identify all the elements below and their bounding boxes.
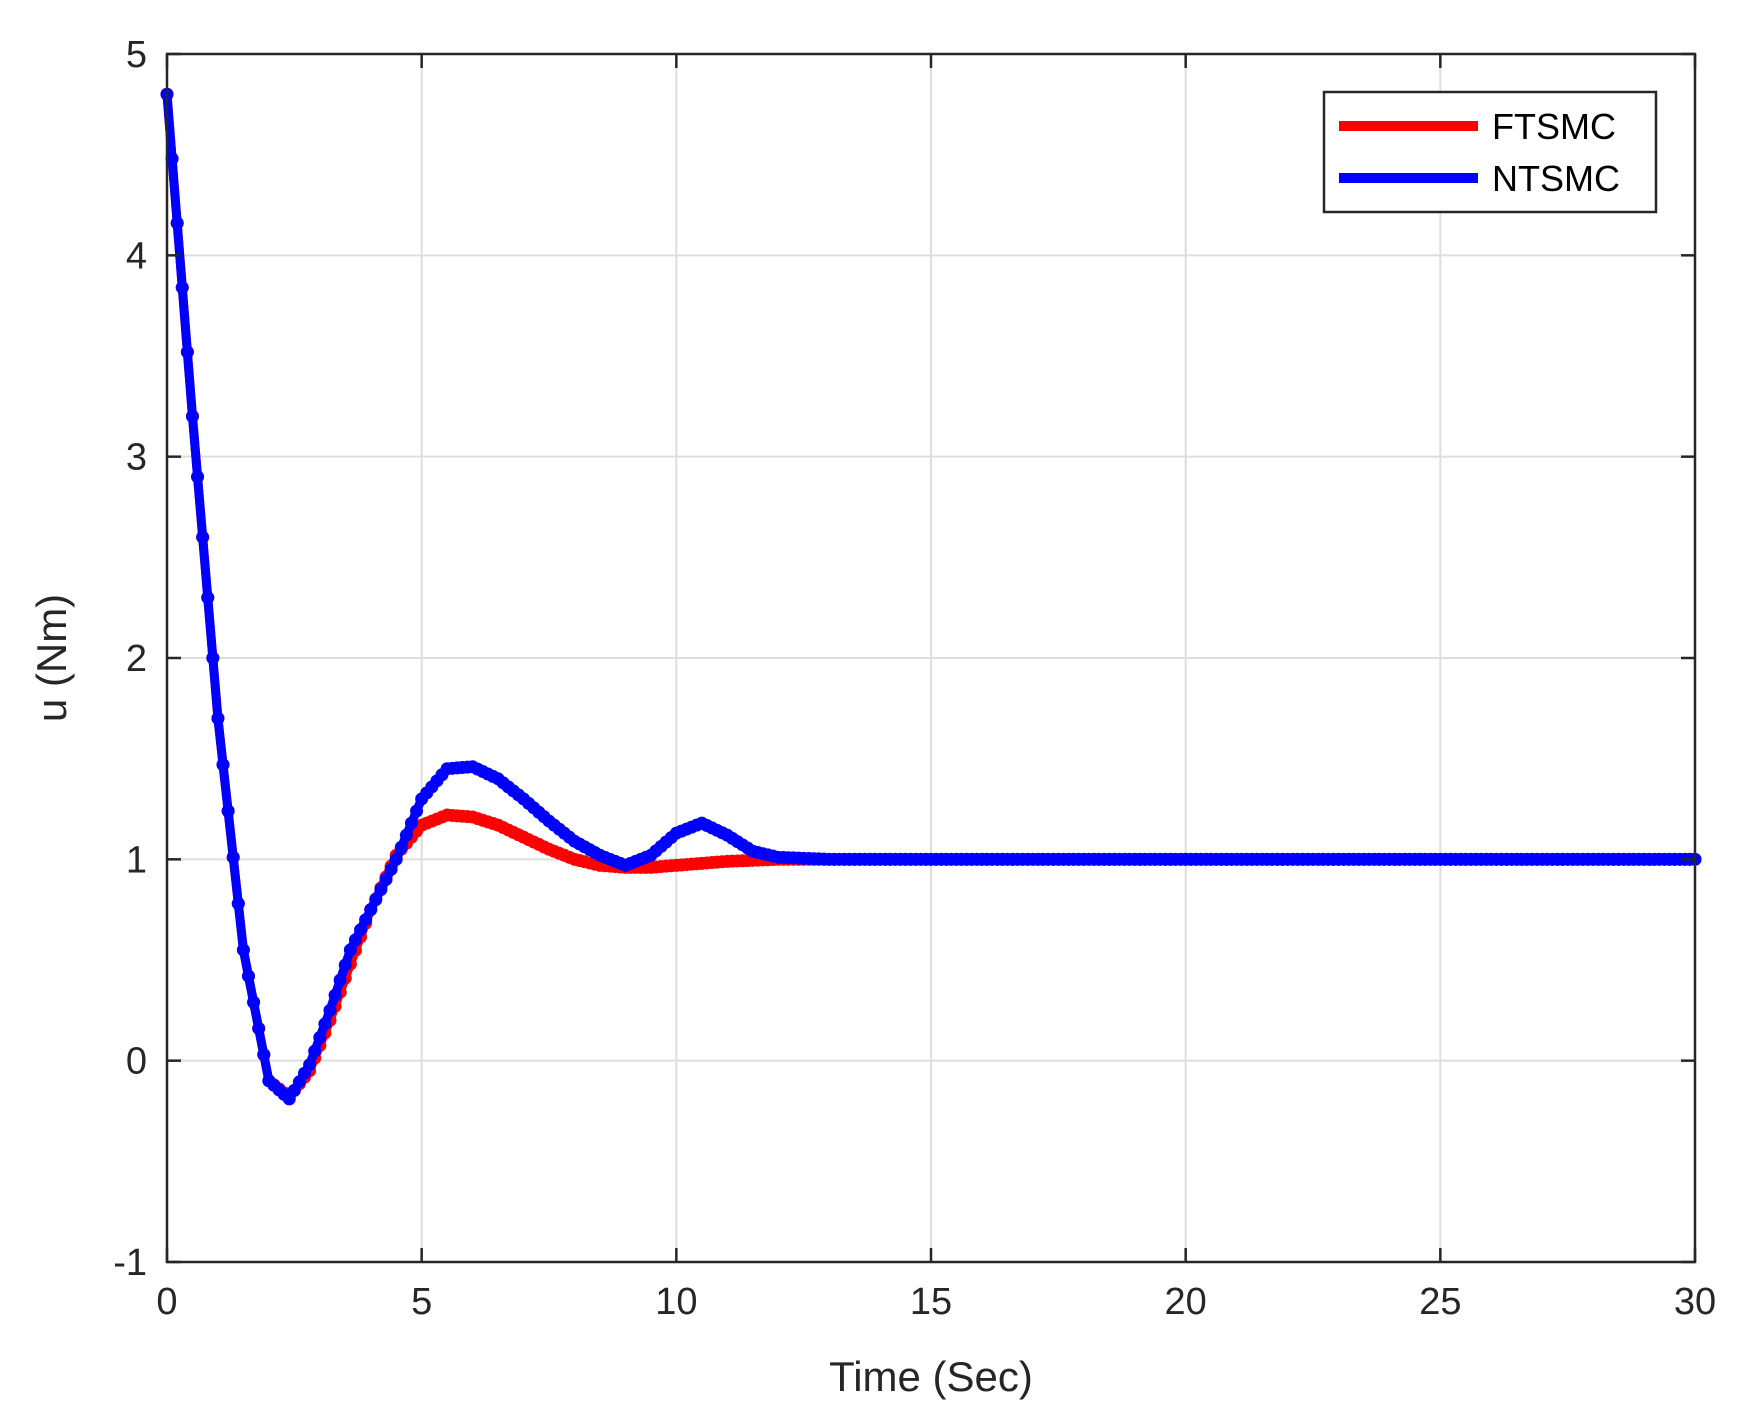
series-layer (160, 87, 1702, 1106)
x-tick-label: 10 (655, 1281, 697, 1323)
data-point-ntsmc (221, 804, 235, 818)
x-axis-title: Time (Sec) (829, 1353, 1033, 1400)
data-point-ntsmc (369, 893, 383, 907)
data-point-ntsmc (257, 1048, 271, 1062)
x-tick-label: 15 (910, 1281, 952, 1323)
x-tick-label: 30 (1674, 1281, 1716, 1323)
data-point-ntsmc (201, 591, 215, 605)
data-point-ntsmc (180, 345, 194, 359)
y-tick-label: 5 (126, 34, 147, 76)
data-point-ntsmc (384, 862, 398, 876)
y-tick-label: 0 (126, 1041, 147, 1083)
y-tick-label: 1 (126, 839, 147, 881)
data-point-ntsmc (175, 281, 189, 295)
data-point-ntsmc (348, 933, 362, 947)
data-point-ntsmc (364, 903, 378, 917)
data-point-ntsmc (236, 943, 250, 957)
data-point-ntsmc (374, 883, 388, 897)
x-tick-label: 0 (156, 1281, 177, 1323)
data-point-ntsmc (211, 711, 225, 725)
data-point-ntsmc (303, 1058, 317, 1072)
data-point-ntsmc (165, 152, 179, 166)
data-point-ntsmc (354, 923, 368, 937)
data-point-ntsmc (313, 1031, 327, 1045)
data-point-ntsmc (359, 913, 373, 927)
data-point-ntsmc (323, 1003, 337, 1017)
legend: FTSMC NTSMC (1322, 90, 1658, 214)
x-tick-label: 5 (411, 1281, 432, 1323)
x-tick-label: 20 (1165, 1281, 1207, 1323)
y-axis-title: u (Nm) (28, 594, 75, 722)
data-point-ntsmc (247, 995, 261, 1009)
data-point-ntsmc (318, 1017, 332, 1031)
y-tick-label: 3 (126, 437, 147, 479)
legend-box (1322, 90, 1658, 214)
data-point-ntsmc (308, 1044, 322, 1058)
data-point-ntsmc (404, 816, 418, 830)
data-point-ntsmc (394, 840, 408, 854)
y-tick-label: 4 (126, 235, 147, 277)
data-point-ntsmc (191, 470, 205, 484)
data-point-ntsmc (252, 1021, 266, 1035)
data-point-ntsmc (343, 943, 357, 957)
y-tick-label: 2 (126, 638, 147, 680)
data-point-ntsmc (206, 651, 220, 665)
data-point-ntsmc (328, 988, 342, 1002)
data-point-ntsmc (338, 958, 352, 972)
tick-marks (165, 52, 1697, 1264)
data-point-ntsmc (231, 897, 245, 911)
series-markers-ntsmc (160, 87, 1702, 1106)
data-point-ntsmc (399, 828, 413, 842)
data-point-ntsmc (241, 969, 255, 983)
data-point-ntsmc (389, 852, 403, 866)
data-point-ntsmc (226, 850, 240, 864)
data-point-ntsmc (196, 530, 210, 544)
data-point-ntsmc (410, 804, 424, 818)
data-point-ntsmc (379, 872, 393, 886)
data-point-ntsmc (333, 973, 347, 987)
legend-label-ftsmc: FTSMC (1492, 106, 1616, 147)
data-point-ntsmc (185, 409, 199, 423)
x-tick-label: 25 (1419, 1281, 1461, 1323)
legend-label-ntsmc: NTSMC (1492, 158, 1620, 199)
data-point-ntsmc (216, 758, 230, 772)
y-tick-label: -1 (113, 1242, 147, 1284)
data-point-ntsmc (170, 216, 184, 230)
